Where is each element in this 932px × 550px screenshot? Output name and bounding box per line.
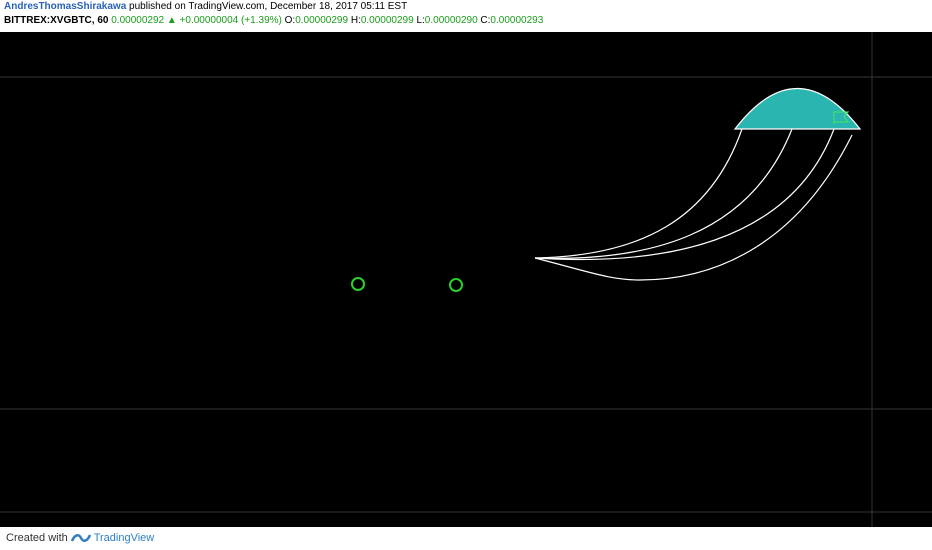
ohlc-key: H: (350, 15, 361, 26)
symbol: BITTREX:XVGBTC, 60 (4, 15, 109, 26)
logo (70, 534, 91, 542)
created-with: Created with (6, 532, 68, 544)
ohlc-key: L: (416, 15, 425, 26)
ohlc-key: O: (284, 15, 296, 26)
ohlc-value: 0.00000299 (295, 15, 349, 26)
arc (534, 128, 793, 259)
drawings (351, 87, 862, 292)
arc (534, 134, 853, 281)
flag-icon (833, 111, 850, 124)
footer: Created with TradingView (6, 528, 154, 548)
published: published on TradingView.com, December 1… (129, 1, 408, 12)
arc (534, 128, 743, 259)
author[interactable]: AndresThomasShirakawa (4, 1, 127, 12)
ohlc-key: C: (480, 15, 491, 26)
publish-line: AndresThomasShirakawa published on Tradi… (4, 0, 928, 14)
chart (0, 32, 932, 527)
bottom-marker (351, 277, 365, 291)
bottom-marker (449, 278, 463, 292)
ohlc-value: 0.00000293 (490, 15, 544, 26)
ohlc: O:0.00000299 H:0.00000299 L:0.00000290 C… (285, 15, 544, 26)
arc (534, 128, 835, 261)
header: AndresThomasShirakawa published on Tradi… (4, 0, 928, 32)
symbol-line: BITTREX:XVGBTC, 60 0.00000292 ▲ +0.00000… (4, 14, 928, 28)
last-price: 0.00000292 (111, 15, 165, 26)
ohlc-value: 0.00000299 (360, 15, 414, 26)
ohlc-value: 0.00000290 (424, 15, 478, 26)
change: ▲ +0.00000004 (+1.39%) (166, 15, 282, 26)
target-cap (733, 87, 862, 130)
brand[interactable]: TradingView (93, 532, 155, 544)
